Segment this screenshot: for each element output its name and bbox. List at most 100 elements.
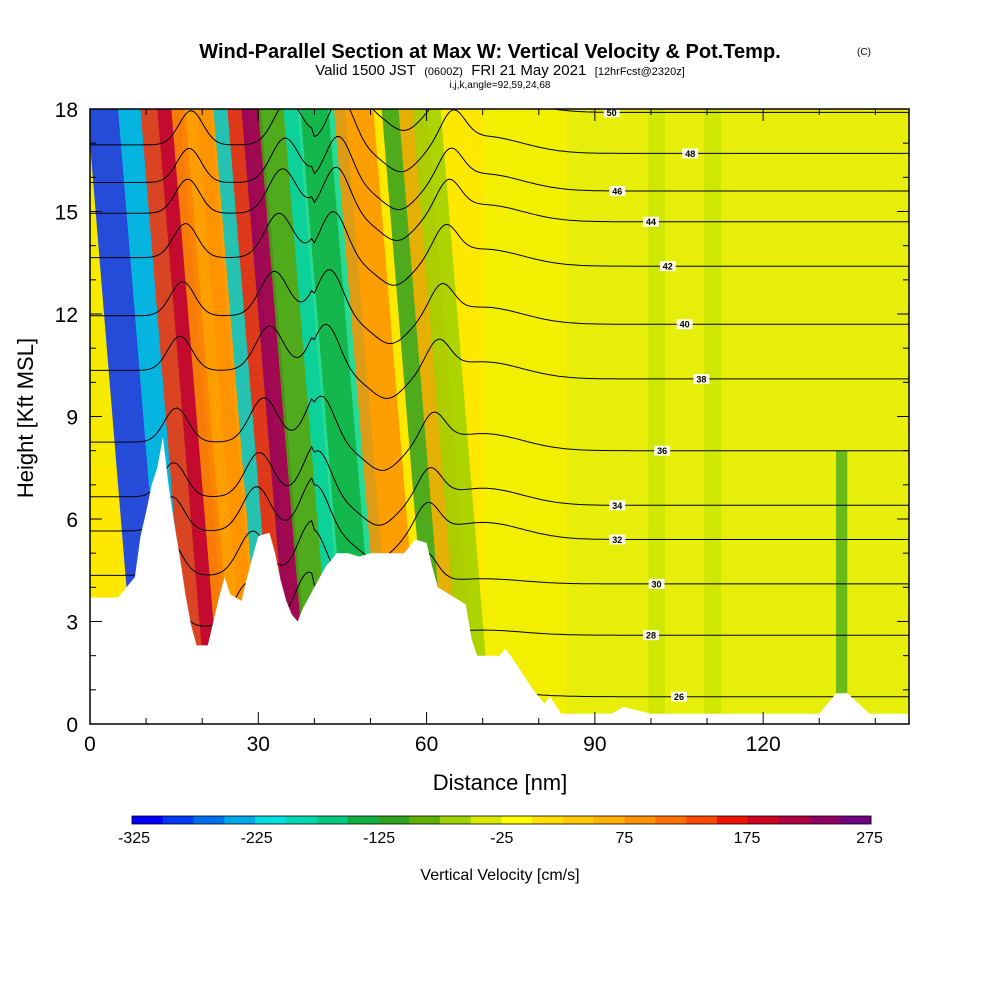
forecast-info: [12hrFcst@2320z]: [595, 66, 685, 78]
terrain: [90, 437, 909, 724]
colorbar-label: Vertical Velocity [cm/s]: [420, 867, 579, 884]
x-tick-label: 90: [583, 733, 606, 756]
colorbar-swatch: [686, 816, 718, 824]
theta-label-bg-30: [648, 578, 665, 589]
band-updraft-3-core: [241, 109, 309, 724]
theta-contour-44: [90, 166, 909, 242]
colorbar-swatch: [532, 816, 564, 824]
colorbar-swatch: [624, 816, 656, 824]
colorbar-swatch: [409, 816, 441, 824]
theta-label-30: 30: [652, 579, 662, 589]
plot-area: 26 28 30 32 34 36 38 40 42 44 46 48 50: [90, 108, 909, 724]
y-axis-label: Height [Kft MSL]: [13, 338, 38, 498]
y-tick-label: 12: [55, 304, 78, 327]
y-tick-label: 0: [66, 714, 78, 737]
colorbar-swatch: [224, 816, 256, 824]
theta-label-28: 28: [646, 631, 656, 641]
colorbar-swatch: [778, 816, 810, 824]
theta-contour-32: [90, 477, 909, 561]
theta-contour-34: [90, 445, 909, 526]
colorbar-swatch: [316, 816, 349, 824]
colorbar-swatch: [717, 816, 749, 824]
colorbar-swatch: [378, 816, 410, 824]
colorbar-swatch: [563, 816, 595, 824]
theta-label-bg-38: [693, 373, 710, 384]
colorbar-tick-label: -25: [490, 830, 513, 847]
colorbar-tick-label: 275: [856, 830, 883, 847]
band-lee-wave: [836, 450, 848, 724]
colorbar-tick-label: -125: [363, 830, 395, 847]
colorbar-swatch: [132, 816, 164, 824]
colorbar-swatch: [470, 816, 502, 824]
y-tick-label: 3: [66, 612, 78, 635]
grid-info: i,j,k,angle=92,59,24,68: [450, 80, 551, 91]
theta-contour-36: [90, 395, 909, 471]
y-tick-label: 9: [66, 407, 78, 430]
theta-label-bg-26: [671, 691, 688, 702]
x-tick-label: 30: [247, 733, 270, 756]
valid-utc: (0600Z): [424, 66, 463, 78]
colorbar-swatch: [593, 816, 626, 824]
theta-label-42: 42: [663, 262, 673, 272]
theta-label-bg-32: [609, 534, 626, 545]
theta-contour-38: [90, 323, 909, 400]
theta-label-bg-48: [682, 148, 699, 159]
valid-time: Valid 1500 JST: [315, 62, 416, 79]
theta-label-bg-34: [609, 500, 626, 511]
colorbar-swatch: [840, 816, 872, 824]
theta-label-50: 50: [607, 108, 617, 118]
x-tick-label: 60: [415, 733, 438, 756]
colorbar-frame: [131, 815, 872, 825]
valid-time-line: Valid 1500 JST (0600Z) FRI 21 May 2021 […: [315, 62, 685, 79]
theta-contour-40: [90, 269, 909, 345]
y-tick-label: 6: [66, 509, 78, 532]
colorbar-tick-label: 75: [616, 830, 634, 847]
colorbar-tick-label: -325: [118, 830, 150, 847]
colorbar: -325 -225 -125 -25 75 175 275: [118, 815, 883, 847]
theta-label-bg-50: [603, 109, 620, 118]
x-axis-label: Distance [nm]: [433, 770, 568, 795]
colorbar-swatch: [501, 816, 533, 824]
theta-label-bg-46: [609, 185, 626, 196]
theta-label-46: 46: [612, 186, 622, 196]
theta-contour-30: [90, 520, 909, 605]
colorbar-swatch: [347, 816, 379, 824]
theta-label-bg-44: [642, 216, 659, 227]
y-tick-label: 15: [55, 202, 78, 225]
theta-label-36: 36: [657, 446, 667, 456]
theta-label-44: 44: [646, 217, 656, 227]
theta-label-32: 32: [612, 535, 622, 545]
field-region-east-green: [566, 109, 909, 724]
colorbar-tick-label: 175: [734, 830, 761, 847]
velocity-field: [90, 109, 909, 724]
theta-label-bg-28: [642, 630, 659, 641]
colorbar-tick-label: -225: [241, 830, 273, 847]
theta-label-38: 38: [696, 374, 706, 384]
y-tick-label: 18: [55, 99, 78, 122]
band-weak-6: [412, 109, 492, 724]
theta-label-bg-42: [659, 261, 676, 272]
theta-label-34: 34: [612, 501, 622, 511]
theta-label-bg-40: [676, 319, 693, 330]
colorbar-swatch: [285, 816, 318, 824]
colorbar-swatch: [193, 816, 225, 824]
x-tick-label: 120: [746, 733, 781, 756]
theta-label-26: 26: [674, 692, 684, 702]
colorbar-swatch: [747, 816, 780, 824]
theta-contour-42: [90, 211, 909, 286]
theta-contour-50: [372, 109, 909, 132]
theta-label-40: 40: [680, 320, 690, 330]
colorbar-swatch: [809, 816, 841, 824]
theta-contour-46: [90, 135, 909, 211]
theta-contour-48: [90, 109, 909, 173]
colorbar-swatch: [162, 816, 195, 824]
valid-date: FRI 21 May 2021: [471, 62, 586, 79]
title-copyright-mark: (C): [857, 47, 871, 58]
theta-label-48: 48: [685, 149, 695, 159]
theta-label-bg-36: [654, 445, 671, 456]
colorbar-swatch: [255, 816, 287, 824]
colorbar-swatch: [655, 816, 687, 824]
chart-title: Wind-Parallel Section at Max W: Vertical…: [199, 41, 780, 63]
